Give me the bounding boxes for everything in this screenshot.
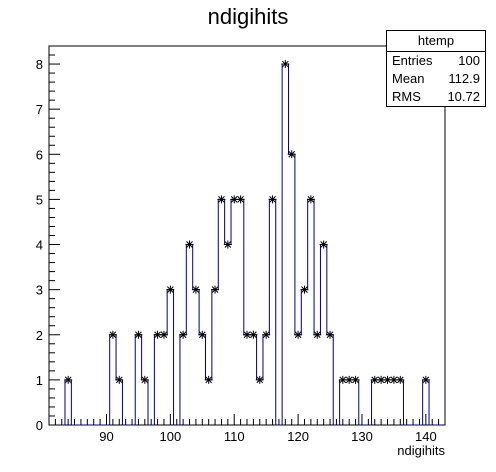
data-point [160, 331, 168, 339]
y-tick-label: 4 [36, 238, 43, 253]
stats-rms-label: RMS [392, 88, 421, 106]
data-point [198, 331, 206, 339]
stats-row-mean: Mean 112.9 [387, 70, 485, 88]
stats-box: htemp Entries 100 Mean 112.9 RMS 10.72 [386, 30, 486, 107]
y-tick-label: 5 [36, 192, 43, 207]
y-tick-label: 2 [36, 328, 43, 343]
data-point [256, 376, 264, 384]
data-point [288, 150, 296, 158]
x-tick-label: 140 [415, 429, 437, 444]
x-tick-label: 90 [99, 429, 113, 444]
data-point [224, 241, 232, 249]
x-tick-label: 100 [160, 429, 182, 444]
y-tick-label: 0 [36, 418, 43, 433]
stats-entries-value: 100 [458, 52, 480, 70]
x-tick-label: 130 [351, 429, 373, 444]
data-point [186, 241, 194, 249]
data-point [141, 376, 149, 384]
data-point [294, 331, 302, 339]
y-axis: 0 1 2 3 4 5 6 7 8 [36, 46, 60, 433]
data-point [211, 286, 219, 294]
data-point [237, 195, 245, 203]
data-point [134, 331, 142, 339]
data-point [166, 286, 174, 294]
y-tick-label: 8 [36, 57, 43, 72]
data-point [396, 376, 404, 384]
data-point [217, 195, 225, 203]
histogram-outline [52, 64, 442, 425]
stats-mean-value: 112.9 [448, 70, 480, 88]
data-point [192, 286, 200, 294]
data-point [422, 376, 430, 384]
stats-entries-label: Entries [392, 52, 432, 70]
y-tick-label: 1 [36, 373, 43, 388]
x-tick-label: 110 [224, 429, 245, 444]
x-tick-label: 120 [287, 429, 309, 444]
data-point [179, 331, 187, 339]
stats-row-entries: Entries 100 [387, 52, 485, 70]
data-point [313, 331, 321, 339]
data-point [64, 376, 72, 384]
y-tick-label: 6 [36, 147, 43, 162]
data-point [262, 331, 270, 339]
data-point [269, 195, 277, 203]
data-point [307, 195, 315, 203]
data-point [352, 376, 360, 384]
x-axis: 90 100 110 120 130 140 [49, 414, 445, 444]
data-point [320, 241, 328, 249]
data-point [300, 286, 308, 294]
data-point [109, 331, 117, 339]
data-point [281, 60, 289, 68]
histogram-layer [52, 60, 442, 425]
data-point [205, 376, 213, 384]
x-axis-label: ndigihits [397, 443, 445, 458]
y-tick-label: 7 [36, 102, 43, 117]
data-point [115, 376, 123, 384]
stats-rms-value: 10.72 [447, 88, 480, 106]
stats-mean-label: Mean [392, 70, 425, 88]
stats-row-rms: RMS 10.72 [387, 88, 485, 106]
y-tick-label: 3 [36, 283, 43, 298]
data-point [326, 331, 334, 339]
data-point [249, 331, 257, 339]
stats-title: htemp [387, 31, 485, 52]
